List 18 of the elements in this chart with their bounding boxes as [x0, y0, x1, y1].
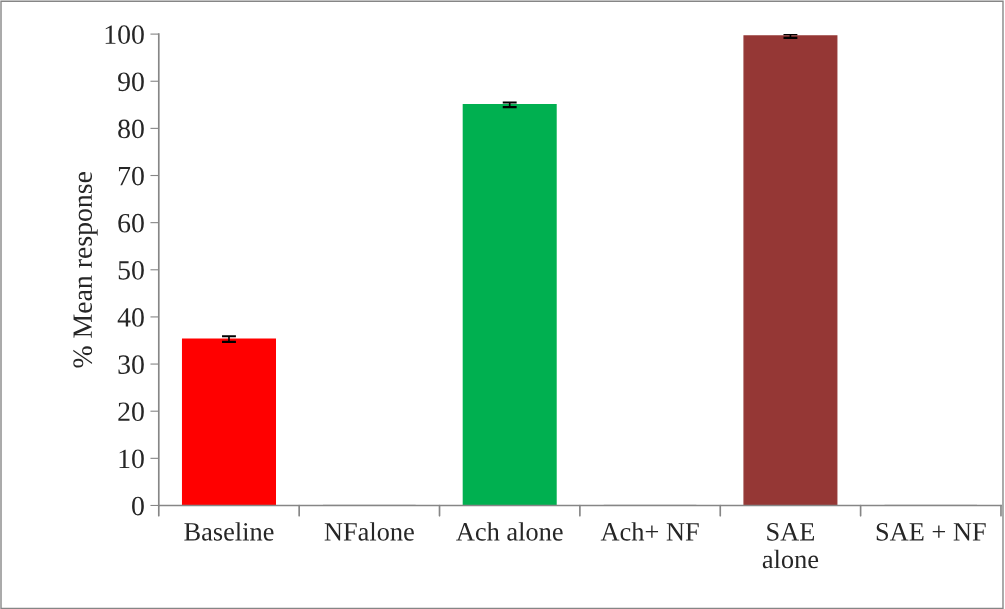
x-tick-label: Ach+ NF: [600, 522, 699, 541]
x-tick-label: Baseline: [184, 522, 274, 541]
y-tick-label: 20: [118, 402, 144, 422]
y-tick-label: 100: [105, 25, 144, 45]
y-tick-label: 10: [119, 449, 144, 469]
y-tick-label: 90: [118, 72, 144, 92]
y-tick-label: 40: [117, 308, 144, 327]
x-tick-label: Ach alone: [456, 522, 563, 541]
y-tick-label: 60: [118, 213, 144, 233]
x-tick-label: SAE + NF: [876, 522, 986, 541]
y-tick-label: 80: [118, 119, 144, 139]
x-tick-label: SAE alone: [762, 522, 819, 569]
y-tick-label: 50: [118, 260, 144, 280]
x-tick-label: NFalone: [324, 522, 414, 541]
y-axis-title: % Mean response: [73, 172, 98, 368]
y-tick-label: 30: [118, 355, 144, 374]
y-tick-label: 0: [132, 496, 144, 516]
y-tick-label: 70: [118, 166, 144, 186]
